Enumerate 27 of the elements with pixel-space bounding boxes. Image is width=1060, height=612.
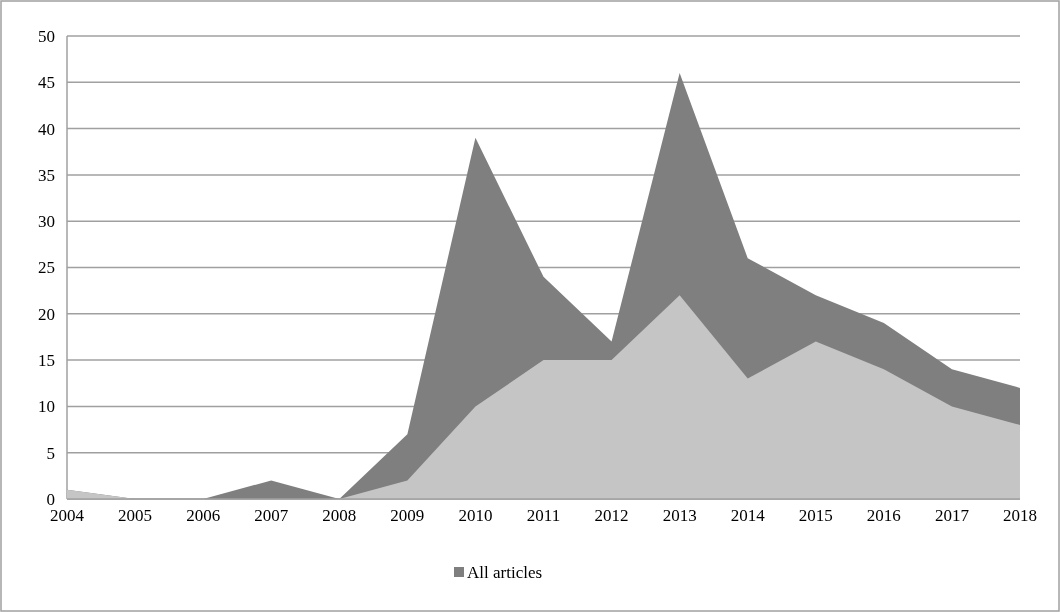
x-tick-label: 2015 (798, 506, 833, 525)
x-tick-label: 2006 (186, 506, 221, 525)
y-tick-label: 0 (46, 489, 55, 509)
x-tick-label: 2004 (50, 506, 85, 525)
y-tick-label: 30 (38, 212, 55, 232)
x-tick-label: 2017 (934, 506, 970, 525)
x-tick-label: 2011 (526, 506, 561, 525)
x-tick-label: 2013 (662, 506, 697, 525)
y-tick-label: 40 (38, 119, 55, 139)
x-tick-label: 2009 (390, 506, 425, 525)
x-tick-label: 2018 (1003, 506, 1037, 525)
x-tick-label: 2010 (458, 506, 493, 525)
y-tick-label: 5 (46, 443, 55, 463)
x-tick-label: 2012 (594, 506, 629, 525)
x-tick-label: 2005 (118, 506, 153, 525)
x-tick-label: 2008 (322, 506, 357, 525)
y-tick-label: 45 (38, 73, 55, 93)
x-tick-label: 2007 (254, 506, 289, 525)
x-tick-label: 2014 (730, 506, 766, 525)
y-tick-label: 15 (38, 351, 55, 371)
x-tick-label: 2016 (866, 506, 901, 525)
y-tick-label: 50 (38, 26, 55, 46)
y-tick-label: 35 (38, 165, 55, 185)
y-tick-label: 10 (38, 397, 55, 417)
y-tick-label: 20 (38, 304, 55, 324)
y-tick-label: 25 (38, 258, 55, 278)
legend-label: All articles (467, 562, 543, 582)
